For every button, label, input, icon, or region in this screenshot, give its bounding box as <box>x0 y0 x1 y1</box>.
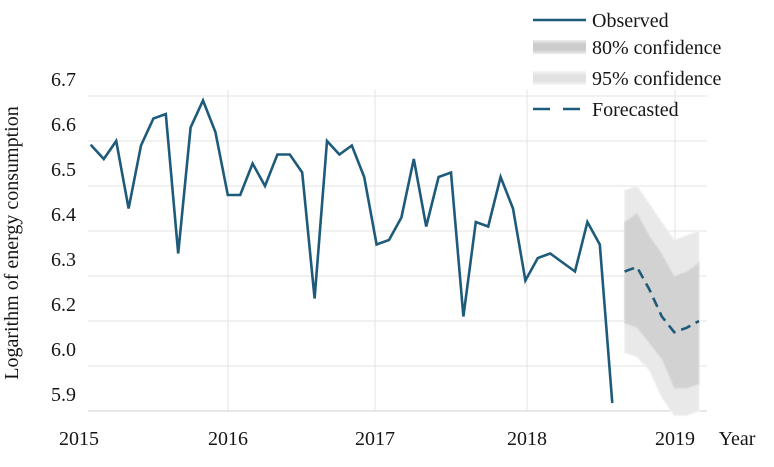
legend-label-95-confidence: 95% confidence <box>592 68 722 90</box>
legend-label-forecasted: Forecasted <box>592 99 679 121</box>
legend-item-80-confidence: 80% confidence <box>533 37 722 59</box>
y-tick-label: 6.7 <box>51 69 76 91</box>
y-axis-tick-labels: 6.7 6.6 6.5 6.4 6.3 6.2 6.0 5.9 <box>51 69 76 406</box>
legend-item-observed: Observed <box>533 10 669 32</box>
confidence-bands <box>623 185 700 417</box>
x-axis-tick-labels: 2015 2016 2017 2018 2019 <box>59 428 695 450</box>
y-tick-label: 5.9 <box>51 384 76 406</box>
data-lines <box>90 97 700 404</box>
y-tick-label: 6.0 <box>51 339 76 361</box>
observed-series-line <box>90 97 614 404</box>
x-tick-label: 2018 <box>507 428 547 450</box>
x-tick-label: 2015 <box>59 428 99 450</box>
x-tick-label: 2016 <box>208 428 248 450</box>
y-tick-label: 6.4 <box>51 204 76 226</box>
forecast-series-line <box>624 265 700 334</box>
y-tick-label: 6.3 <box>51 249 76 271</box>
x-tick-label: 2019 <box>655 428 695 450</box>
y-tick-label: 6.5 <box>51 159 76 181</box>
legend-label-observed: Observed <box>592 10 669 32</box>
y-tick-label: 6.2 <box>51 294 76 316</box>
confidence-band-80 <box>623 211 700 390</box>
x-axis-title: Year <box>719 428 756 450</box>
band-95-swatch-icon <box>533 71 586 85</box>
horizontal-gridlines <box>88 95 707 412</box>
legend-item-forecasted: Forecasted <box>533 99 679 121</box>
y-axis-title: Logarithm of energy consumption <box>1 106 23 379</box>
band-80-swatch-icon <box>533 40 586 54</box>
legend-item-95-confidence: 95% confidence <box>533 68 722 90</box>
y-tick-label: 6.6 <box>51 114 76 136</box>
x-tick-label: 2017 <box>355 428 395 450</box>
legend-label-80-confidence: 80% confidence <box>592 37 722 59</box>
legend: Observed 80% confidence 95% confidence F… <box>533 10 722 121</box>
